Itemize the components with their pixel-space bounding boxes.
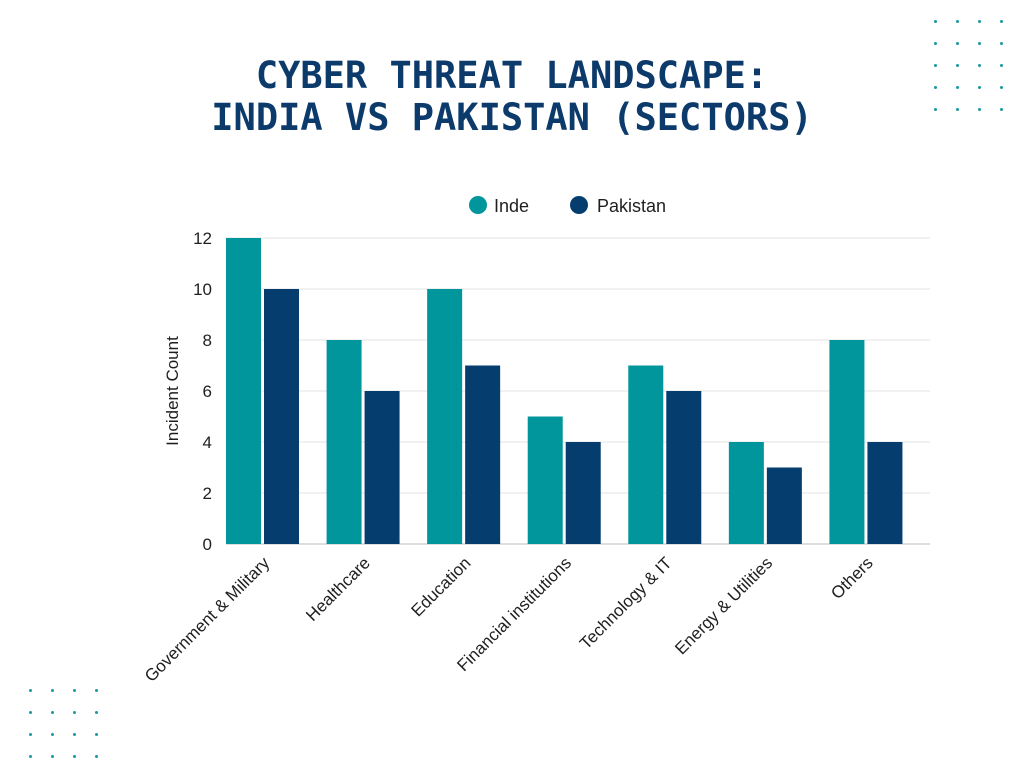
x-tick-label: Others bbox=[827, 553, 877, 603]
decorative-dot bbox=[934, 86, 937, 89]
y-tick-label: 0 bbox=[203, 535, 212, 554]
x-tick-label: Healthcare bbox=[302, 553, 374, 625]
y-tick-label: 12 bbox=[193, 229, 212, 248]
bar-inde bbox=[427, 289, 463, 544]
decorative-dot bbox=[51, 733, 54, 736]
decorative-dot bbox=[956, 20, 959, 23]
decorative-dot bbox=[73, 711, 76, 714]
bar-inde bbox=[326, 340, 362, 544]
decorative-dot bbox=[978, 108, 981, 111]
decorative-dot bbox=[956, 42, 959, 45]
chart-title-line-1: CYBER THREAT LANDSCAPE: bbox=[255, 54, 769, 97]
decorative-dot bbox=[1000, 42, 1003, 45]
decorative-dot bbox=[978, 64, 981, 67]
legend-marker bbox=[570, 196, 588, 214]
y-tick-label: 2 bbox=[203, 484, 212, 503]
bar-inde bbox=[628, 365, 664, 544]
decorative-dot bbox=[29, 733, 32, 736]
x-tick-label: Technology & IT bbox=[576, 553, 676, 653]
decorative-dot bbox=[1000, 108, 1003, 111]
x-tick-label: Financial institutions bbox=[453, 553, 575, 675]
bar-pakistan bbox=[364, 391, 400, 544]
y-tick-label: 8 bbox=[203, 331, 212, 350]
legend-label: Pakistan bbox=[597, 196, 666, 216]
decorative-dot bbox=[956, 86, 959, 89]
x-tick-label: Education bbox=[408, 553, 475, 620]
decorative-dot bbox=[95, 733, 98, 736]
bar-pakistan bbox=[766, 467, 802, 544]
decorative-dot bbox=[95, 755, 98, 758]
decorative-dot bbox=[978, 20, 981, 23]
decorative-dot bbox=[51, 711, 54, 714]
decorative-dot bbox=[1000, 64, 1003, 67]
decorative-dot bbox=[29, 689, 32, 692]
decorative-dot bbox=[95, 689, 98, 692]
y-tick-label: 6 bbox=[203, 382, 212, 401]
decorative-dot bbox=[95, 711, 98, 714]
decorative-dot bbox=[934, 20, 937, 23]
bar-pakistan bbox=[666, 391, 702, 544]
decorative-dot-grid-top-right bbox=[934, 20, 1022, 130]
bar-inde bbox=[728, 442, 764, 544]
decorative-dot bbox=[29, 711, 32, 714]
bar-pakistan bbox=[264, 289, 299, 544]
decorative-dot bbox=[978, 86, 981, 89]
bar-inde bbox=[829, 340, 865, 544]
x-tick-label: Energy & Utilities bbox=[671, 553, 776, 658]
y-tick-label: 10 bbox=[193, 280, 212, 299]
legend-marker bbox=[469, 196, 487, 214]
decorative-dot bbox=[73, 733, 76, 736]
decorative-dot bbox=[956, 108, 959, 111]
bar-pakistan bbox=[465, 365, 501, 544]
bar-inde bbox=[527, 416, 563, 544]
bar-pakistan bbox=[867, 442, 903, 544]
decorative-dot bbox=[51, 755, 54, 758]
decorative-dot bbox=[1000, 86, 1003, 89]
decorative-dot bbox=[51, 689, 54, 692]
decorative-dot-grid-bottom-left bbox=[29, 689, 117, 777]
decorative-dot bbox=[29, 755, 32, 758]
decorative-dot bbox=[73, 755, 76, 758]
bar-pakistan bbox=[565, 442, 601, 544]
x-tick-label: Government & Military bbox=[141, 553, 274, 686]
decorative-dot bbox=[934, 108, 937, 111]
decorative-dot bbox=[934, 42, 937, 45]
decorative-dot bbox=[1000, 20, 1003, 23]
legend-label: Inde bbox=[494, 196, 529, 216]
y-tick-label: 4 bbox=[203, 433, 212, 452]
decorative-dot bbox=[956, 64, 959, 67]
decorative-dot bbox=[73, 689, 76, 692]
chart-title-line-2: INDIA VS PAKISTAN (SECTORS) bbox=[211, 96, 813, 139]
decorative-dot bbox=[978, 42, 981, 45]
decorative-dot bbox=[934, 64, 937, 67]
bar-inde bbox=[226, 238, 261, 544]
y-axis-label: Incident Count bbox=[163, 336, 182, 446]
